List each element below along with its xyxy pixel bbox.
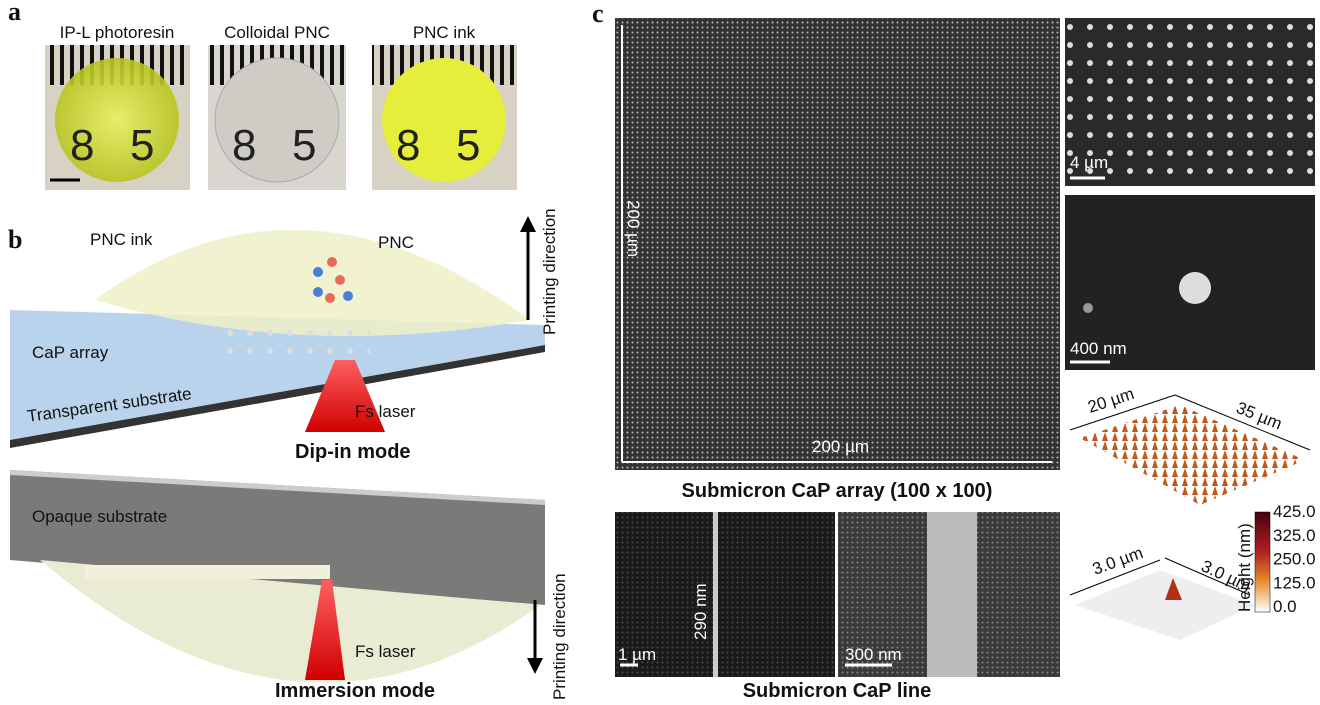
- photo-digit: 8: [70, 121, 94, 170]
- immersion-illustration: [10, 470, 545, 683]
- panel-letter: a: [8, 0, 21, 26]
- sample-photo: [208, 45, 346, 190]
- colorbar-tick-label: 325.0: [1273, 526, 1316, 545]
- sem-line: [615, 512, 1060, 677]
- label: Printing direction: [540, 208, 559, 335]
- sem-zoom: [1065, 18, 1315, 370]
- scale-label: 300 nm: [845, 645, 902, 664]
- colorbar-tick-label: 250.0: [1273, 550, 1316, 569]
- label: Fs laser: [355, 642, 416, 661]
- label: PNC ink: [90, 230, 153, 249]
- axis-label: 35 µm: [1234, 398, 1285, 433]
- axis-label: 20 µm: [1085, 384, 1136, 417]
- mode-title: Immersion mode: [275, 680, 435, 702]
- photo-digit: 8: [232, 121, 256, 170]
- sample-label: IP-L photoresin: [60, 23, 175, 42]
- scale-label: 200 µm: [812, 437, 869, 456]
- axis-label: 3.0 µm: [1090, 543, 1146, 579]
- label: CaP array: [32, 343, 109, 362]
- panel-letter: b: [8, 225, 22, 254]
- panel-letter: c: [592, 0, 604, 28]
- scale-label: 290 nm: [691, 583, 710, 640]
- label: PNC: [378, 233, 414, 252]
- label: Fs laser: [355, 402, 416, 421]
- photo-digit: 5: [130, 121, 154, 170]
- sem-array: [615, 18, 1060, 470]
- label: Opaque substrate: [32, 507, 167, 526]
- sample-photo: [372, 45, 517, 190]
- photo-digit: 8: [396, 121, 420, 170]
- mode-title: Dip-in mode: [295, 441, 411, 463]
- photo-digit: 5: [292, 121, 316, 170]
- colorbar-tick-label: 0.0: [1273, 597, 1297, 616]
- sample-label: Colloidal PNC: [224, 23, 330, 42]
- sample-photo: [45, 45, 190, 190]
- scale-label: 400 nm: [1070, 339, 1127, 358]
- scale-label: 4 µm: [1070, 153, 1108, 172]
- colorbar-tick-label: 425.0: [1273, 502, 1316, 521]
- scale-label: 200 µm: [624, 200, 643, 257]
- photo-digit: 5: [456, 121, 480, 170]
- colorbar-label: Height (nm): [1235, 523, 1254, 612]
- sample-label: PNC ink: [413, 23, 476, 42]
- scale-label: 1 µm: [618, 645, 656, 664]
- caption: Submicron CaP array (100 x 100): [682, 480, 993, 502]
- colorbar-tick-label: 125.0: [1273, 573, 1316, 592]
- figure: a 8 5 8 5 8 5 IP-L photoresin Colloidal …: [0, 0, 1320, 705]
- label: Printing direction: [550, 573, 569, 700]
- colorbar-ticks: 425.0 325.0 250.0 125.0 0.0: [1273, 502, 1316, 616]
- caption: Submicron CaP line: [743, 680, 932, 702]
